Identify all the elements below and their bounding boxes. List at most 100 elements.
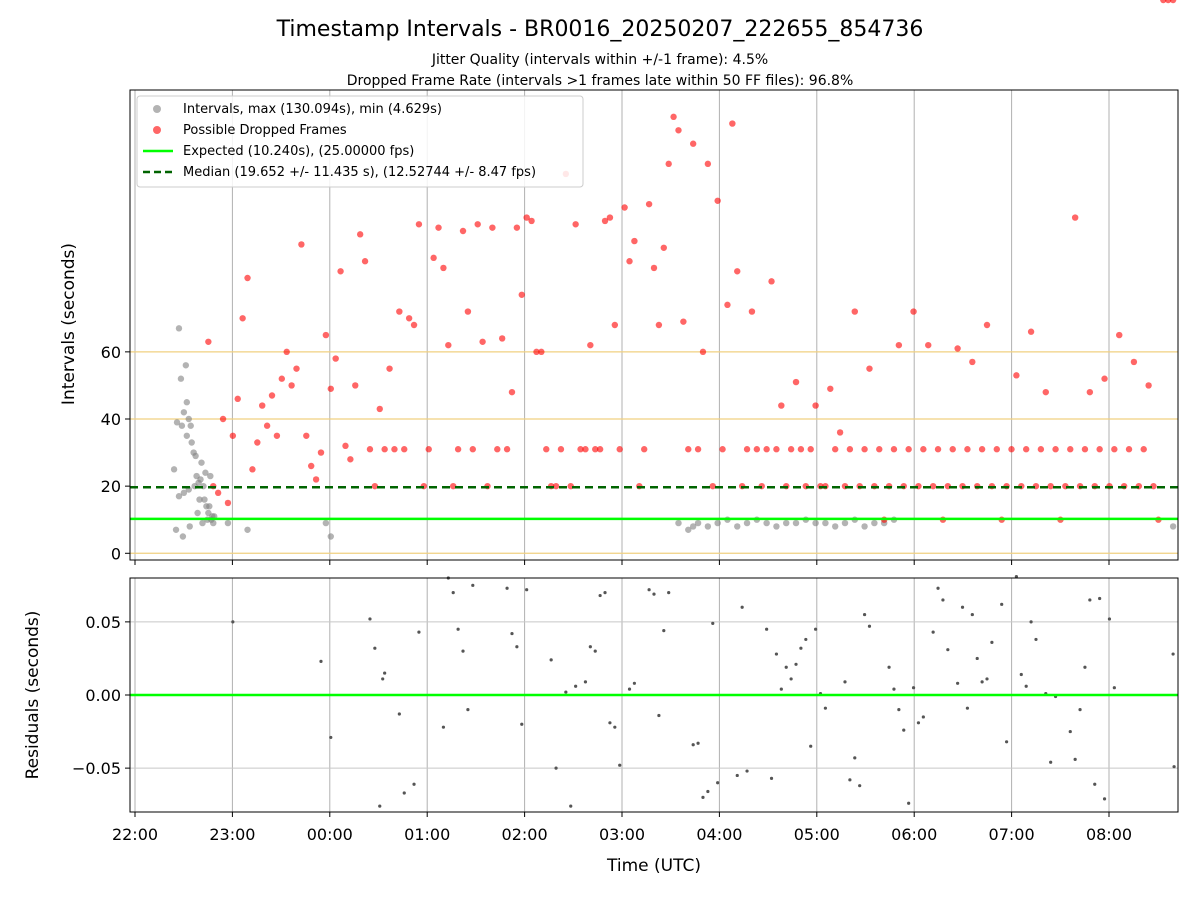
dropped-frame-point: [386, 365, 393, 372]
residual-point: [1029, 620, 1033, 624]
dropped-frame-point: [205, 338, 212, 345]
dropped-frame-point: [528, 217, 535, 225]
y-tick-label: 0: [111, 544, 121, 563]
interval-point: [172, 526, 180, 533]
residual-point: [1004, 740, 1009, 744]
dropped-frame-point: [787, 446, 795, 453]
dropped-frame-point: [543, 446, 550, 453]
dropped-frame-point: [582, 446, 589, 453]
residual-point: [701, 795, 705, 799]
dropped-frame-point: [993, 446, 1001, 453]
dropped-frame-point: [1165, 0, 1172, 4]
residual-point: [691, 743, 695, 747]
dropped-frame-point: [557, 446, 565, 453]
residual-point: [740, 605, 744, 609]
residual-point: [1068, 729, 1072, 734]
chart-subtitle-dropped: Dropped Frame Rate (intervals >1 frames …: [347, 73, 854, 89]
dropped-frame-point: [797, 446, 805, 453]
dropped-frame-point: [969, 358, 976, 366]
residual-point: [696, 741, 700, 745]
residual-point: [574, 684, 578, 688]
dropped-frame-point: [469, 446, 477, 453]
interval-point: [244, 526, 251, 533]
residual-point: [1034, 637, 1038, 642]
residual-point: [373, 646, 377, 650]
residual-point: [381, 677, 385, 681]
residual-point: [779, 687, 783, 691]
residual-point: [319, 659, 323, 663]
interval-point: [861, 523, 868, 530]
plot-frame: [129, 89, 1179, 561]
dropped-frame-point: [645, 200, 653, 208]
residual-point: [765, 627, 769, 631]
interval-point: [186, 523, 193, 530]
interval-point: [327, 533, 334, 540]
dropped-frame-point: [518, 291, 525, 298]
dropped-frame-point: [983, 321, 991, 329]
dropped-frame-point: [552, 482, 560, 490]
residual-point: [657, 713, 661, 718]
interval-point: [714, 519, 721, 527]
residual-point: [564, 690, 568, 694]
residual-point: [887, 665, 891, 669]
dropped-frame-point: [479, 338, 486, 345]
residual-point: [461, 649, 465, 653]
legend-marker-dropped: [153, 126, 161, 134]
dropped-frame-point: [327, 385, 334, 392]
intervals-plot: 0 20 40 60: [101, 0, 1179, 565]
dropped-frame-point: [278, 375, 286, 382]
interval-point: [173, 419, 181, 426]
dropped-frame-point: [273, 432, 281, 439]
x-tick-label: 22:00: [112, 825, 158, 844]
interval-point: [841, 519, 849, 527]
dropped-frame-point: [224, 499, 232, 507]
residual-point: [990, 640, 994, 644]
interval-point: [206, 503, 213, 510]
residual-point: [1049, 760, 1053, 764]
interval-point: [175, 325, 183, 332]
residual-point: [745, 769, 749, 773]
dropped-frame-point: [1111, 446, 1118, 453]
dropped-frame-point: [391, 446, 398, 453]
dropped-frame-point: [445, 341, 452, 349]
chart-legend: Intervals, max (130.094s), min (4.629s) …: [136, 95, 584, 188]
residual-point: [583, 680, 588, 684]
dropped-frame-point: [1116, 331, 1123, 339]
residual-point: [946, 648, 950, 652]
dropped-frame-point: [592, 446, 599, 453]
dropped-frame-point: [239, 315, 246, 322]
dropped-frame-point: [611, 321, 619, 329]
dropped-frame-point: [827, 385, 834, 392]
y-tick-label: 20: [101, 477, 121, 496]
dropped-frame-point: [371, 482, 379, 490]
interval-point: [763, 519, 770, 527]
interval-point: [201, 496, 208, 503]
dropped-frame-point: [895, 341, 903, 349]
dropped-frame-point: [876, 446, 883, 453]
residual-point: [911, 686, 916, 690]
dropped-frame-point: [440, 264, 447, 272]
dropped-frame-point: [450, 482, 457, 490]
residual-point: [618, 763, 622, 767]
dropped-frame-point: [699, 348, 707, 356]
dropped-frame-point: [596, 446, 604, 453]
dropped-frame-point: [1027, 328, 1035, 335]
residual-point: [1102, 797, 1107, 801]
y-tick-label: 60: [101, 343, 121, 362]
legend-label-median: Median (19.652 +/- 11.435 s), (12.52744 …: [183, 165, 536, 180]
residual-point: [921, 715, 925, 719]
dropped-frame-point: [1160, 0, 1167, 4]
interval-point: [194, 509, 201, 517]
residual-point: [505, 586, 509, 590]
interval-point: [773, 523, 780, 530]
dropped-frame-point: [283, 348, 290, 356]
dropped-frame-point: [494, 446, 501, 453]
y-tick-label: 0.00: [85, 686, 121, 705]
residual-point: [1024, 684, 1028, 688]
dropped-frame-point: [978, 446, 986, 453]
residual-point: [970, 612, 974, 617]
legend-frame: [136, 95, 584, 188]
residual-point: [965, 706, 970, 710]
residual-point: [789, 677, 793, 681]
residual-point: [858, 784, 862, 788]
